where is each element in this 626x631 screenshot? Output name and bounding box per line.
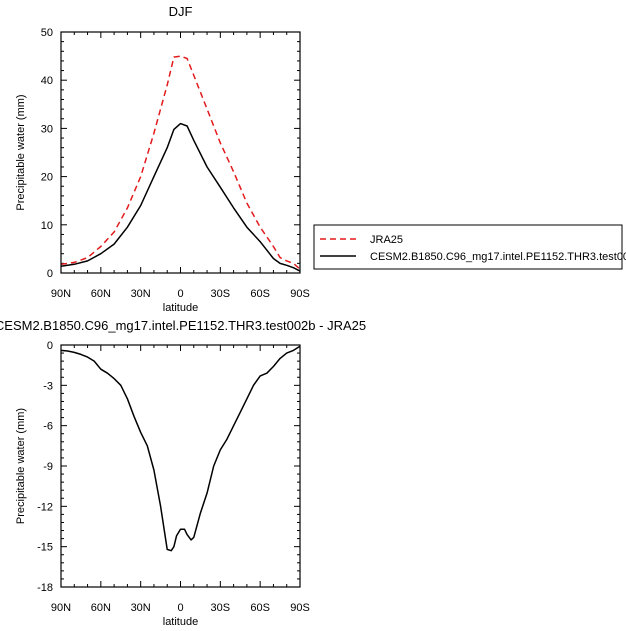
series-lines	[60, 55, 301, 272]
chart-top-djf: DJF Precipitable water (mm) latitude 90N…	[15, 4, 310, 314]
x-tick-label: 0	[177, 602, 183, 614]
legend-box	[313, 224, 623, 270]
axis-ticks: 90N 60N 30N 0 30S 60S 90S 0 -3 -6 -9 -12 -15 -18	[37, 340, 310, 614]
series-line-jra25	[60, 55, 301, 270]
x-tick-label: 60S	[250, 602, 270, 614]
x-tick-label: 60N	[91, 288, 111, 300]
axis-ticks: 90N 60N 30N 0 30S 60S 90S 0 10 20 30 40 50	[41, 27, 310, 300]
chart-title: DJF	[169, 4, 193, 19]
y-tick-label: -3	[43, 380, 53, 392]
y-tick-label: -15	[37, 542, 53, 554]
series-line-difference	[60, 345, 301, 552]
y-tick-label: -9	[43, 461, 53, 473]
x-axis-label: latitude	[163, 302, 198, 314]
x-tick-label: 90N	[51, 602, 71, 614]
y-axis-label: Precipitable water (mm)	[15, 94, 27, 210]
legend: JRA25 CESM2.B1850.C96_mg17.intel.PE1152.…	[313, 224, 626, 270]
y-tick-label: 0	[47, 340, 53, 352]
series-lines	[60, 345, 301, 552]
series-line-cesm2	[60, 122, 301, 272]
plot-frame	[60, 31, 301, 274]
y-tick-label: 10	[41, 220, 53, 232]
x-tick-label: 90N	[51, 288, 71, 300]
chart-bottom-difference: CESM2.B1850.C96_mg17.intel.PE1152.THR3.t…	[0, 318, 366, 628]
y-tick-label: -18	[37, 582, 53, 594]
y-tick-label: 50	[41, 27, 53, 39]
y-tick-label: 20	[41, 172, 53, 184]
x-tick-label: 30N	[131, 288, 151, 300]
x-tick-label: 30S	[211, 602, 231, 614]
x-tick-label: 30S	[211, 288, 231, 300]
x-tick-label: 30N	[131, 602, 151, 614]
legend-entry-jra25: JRA25	[370, 234, 403, 246]
y-tick-label: 40	[41, 75, 53, 87]
chart-title: CESM2.B1850.C96_mg17.intel.PE1152.THR3.t…	[0, 318, 366, 333]
x-tick-label: 60N	[91, 602, 111, 614]
x-tick-label: 90S	[290, 602, 310, 614]
y-tick-label: 30	[41, 123, 53, 135]
y-axis-label: Precipitable water (mm)	[15, 408, 27, 524]
x-tick-label: 0	[177, 288, 183, 300]
y-tick-label: 0	[47, 268, 53, 280]
y-tick-label: -12	[37, 501, 53, 513]
x-axis-label: latitude	[163, 616, 198, 628]
x-tick-label: 90S	[290, 288, 310, 300]
y-tick-label: -6	[43, 421, 53, 433]
plot-frame	[60, 344, 301, 588]
legend-entry-cesm2: CESM2.B1850.C96_mg17.intel.PE1152.THR3.t…	[370, 251, 626, 263]
x-tick-label: 60S	[250, 288, 270, 300]
